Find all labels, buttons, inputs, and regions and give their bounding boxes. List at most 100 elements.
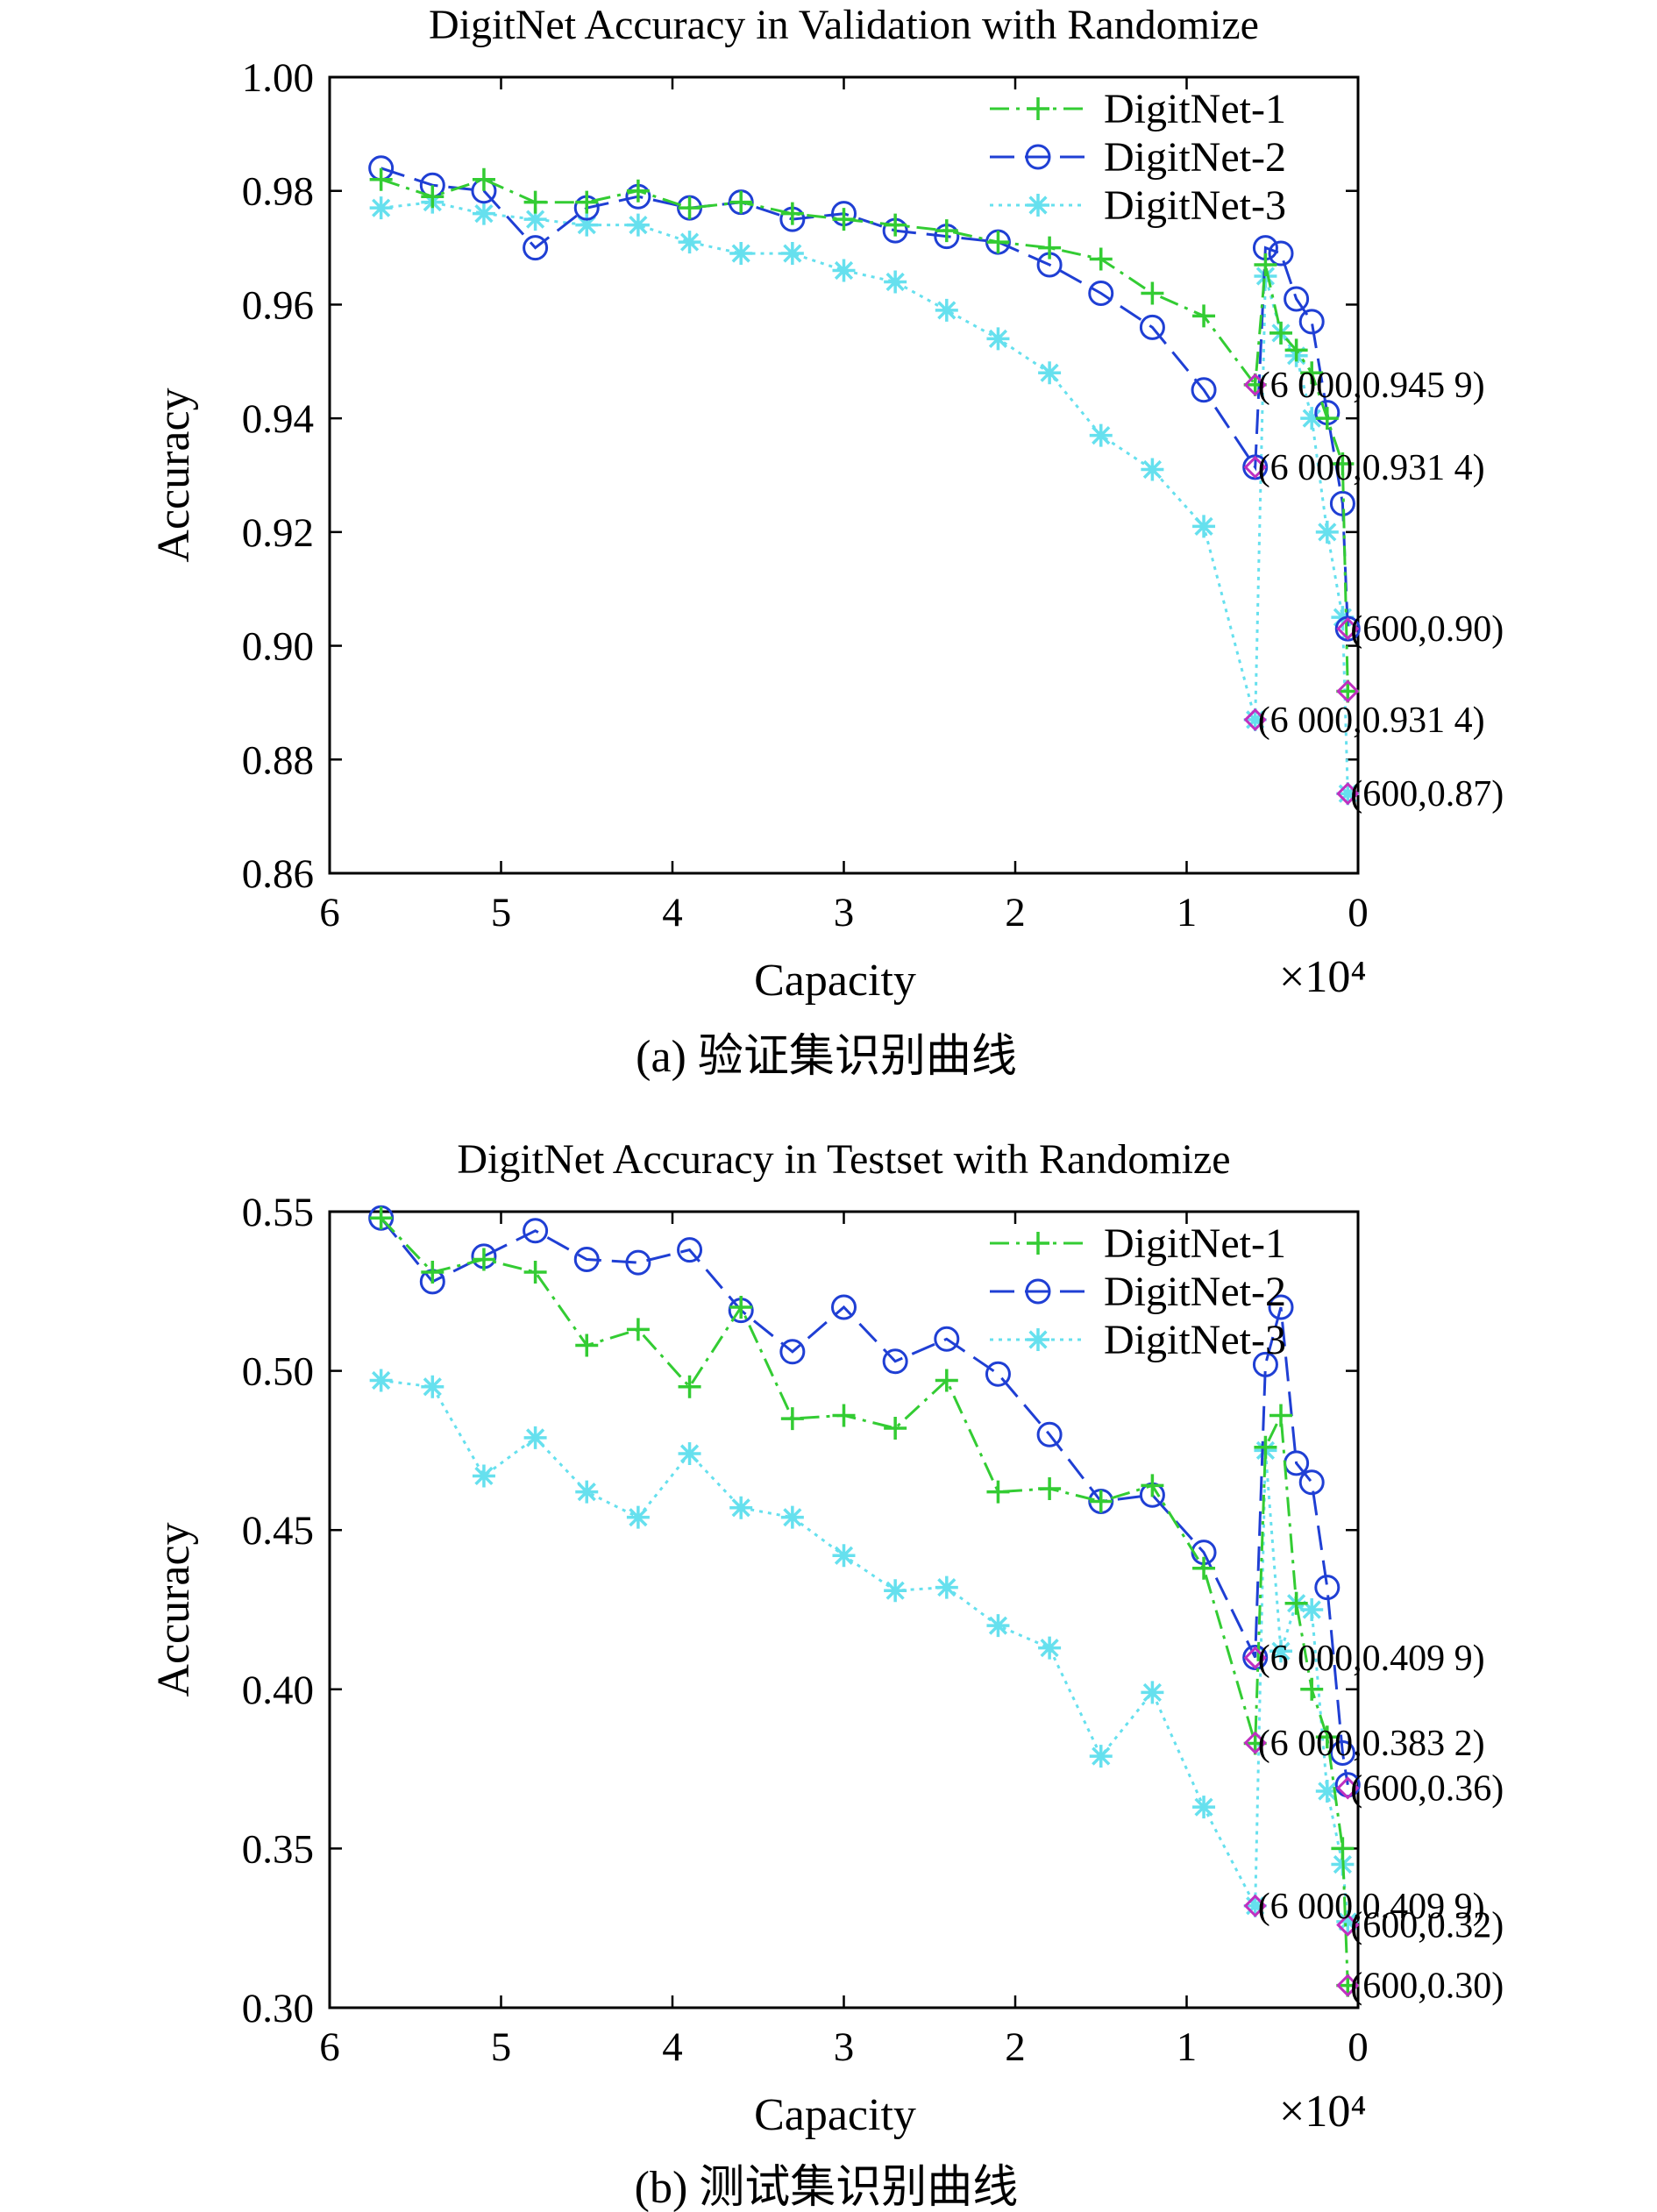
data-point-digitnet-2 [985,1361,1011,1387]
data-point-digitnet-1 [1331,1837,1355,1860]
data-point-digitnet-2 [934,1326,960,1352]
data-point-digitnet-1 [1089,1490,1113,1513]
data-point-digitnet-1 [1269,321,1293,345]
y-tick-label: 0.30 [242,1986,314,2031]
highlight-marker [1243,373,1267,396]
data-point-digitnet-3 [369,196,393,220]
legend-label: DigitNet-2 [1104,1269,1286,1315]
data-point-digitnet-1 [1243,373,1267,396]
data-point-digitnet-1 [1192,304,1216,328]
highlight-points [1243,373,1360,806]
x-tick-label: 5 [491,890,512,935]
legend-marker-digitnet-1 [1027,97,1049,120]
y-tick-label: 0.35 [242,1826,314,1872]
figure-caption: (a) 验证集识别曲线 [636,1032,1017,1082]
data-point-digitnet-1 [1089,247,1113,271]
y-tick-label: 0.90 [242,624,314,670]
data-point-digitnet-3 [575,213,599,237]
x-tick-label: 3 [834,890,855,935]
data-point-digitnet-1 [421,185,444,209]
data-point-digitnet-3 [729,242,753,266]
data-point-digitnet-1 [935,1369,958,1392]
point-annotation: (600,0.30) [1350,1967,1504,2007]
data-point-digitnet-3 [986,327,1010,351]
data-point-digitnet-2 [1268,1294,1294,1320]
data-point-digitnet-1 [1038,1476,1062,1500]
data-point-digitnet-1 [575,190,599,214]
point-annotation: (6 000,0.945 9) [1258,366,1485,406]
data-point-digitnet-3 [1038,1636,1062,1660]
data-point-digitnet-3 [1315,520,1339,544]
data-point-digitnet-3 [1300,407,1324,430]
point-annotation: (600,0.36) [1350,1768,1504,1809]
point-annotation: (600,0.32) [1350,1906,1504,1946]
y-ticks: 0.30 0.35 0.40 0.45 0.50 0.55 [242,1190,1358,2031]
data-point-digitnet-3 [1089,423,1113,447]
point-annotation: (6 000,0.383 2) [1258,1724,1485,1764]
y-tick-label: 0.50 [242,1349,314,1395]
data-point-digitnet-1 [1284,1591,1308,1615]
data-point-digitnet-3 [986,1614,1010,1638]
data-point-digitnet-1 [1141,281,1164,305]
data-point-digitnet-1 [626,179,650,203]
y-tick-label: 1.00 [242,55,314,101]
legend-marker-digitnet-3 [1027,194,1049,217]
annotations: (6 000,0.409 9) (6 000,0.383 2)(600,0.36)… [1258,1639,1504,2007]
point-annotation: (6 000,0.409 9) [1258,1887,1485,1927]
legend-label: DigitNet-2 [1104,134,1286,181]
highlight-points [1243,1646,1360,1997]
data-point-digitnet-1 [1038,236,1062,260]
y-tick-label: 0.45 [242,1508,314,1554]
highlight-marker [1336,616,1360,641]
legend-marker-digitnet-1 [1027,1232,1049,1255]
point-annotation: (6 000,0.409 9) [1258,1639,1485,1679]
data-point-digitnet-1 [729,1295,753,1319]
data-point-digitnet-3 [369,1369,393,1392]
data-point-digitnet-1 [729,190,753,214]
data-point-digitnet-1 [575,1334,599,1357]
chart-panel-a: DigitNet Accuracy in Validation with Ran… [149,2,1504,1082]
data-point-digitnet-2 [1314,1575,1341,1601]
data-point-digitnet-1 [1315,1725,1339,1749]
y-tick-label: 0.94 [242,396,314,442]
highlight-marker [1243,455,1267,480]
series-line-digitnet-2 [380,167,1349,629]
data-point-digitnet-3 [1243,1894,1267,1917]
x-ticks: 6 5 4 3 2 1 0 [319,77,1369,935]
data-point-digitnet-3 [1336,1910,1360,1933]
data-point-digitnet-2 [1191,377,1217,403]
data-point-digitnet-2 [523,235,549,261]
data-point-digitnet-1 [1192,1556,1216,1580]
data-point-digitnet-2 [1284,286,1310,312]
data-point-digitnet-2 [677,1237,703,1263]
data-point-digitnet-2 [625,1249,651,1276]
point-annotation: (6 000,0.931 4) [1258,448,1485,488]
data-point-digitnet-1 [935,219,958,243]
data-point-digitnet-1 [472,167,495,191]
data-point-digitnet-2 [1139,314,1165,340]
legend-marker-digitnet-2 [1025,1278,1051,1305]
data-point-digitnet-1 [523,190,547,214]
data-point-digitnet-2 [1036,1421,1063,1447]
data-point-digitnet-3 [472,202,495,225]
point-annotation: (600,0.87) [1350,774,1504,814]
data-point-digitnet-3 [729,1496,753,1519]
data-point-digitnet-3 [884,270,907,294]
data-point-digitnet-1 [678,1375,701,1398]
data-point-digitnet-3 [421,1375,444,1398]
data-point-digitnet-1 [1284,338,1308,362]
data-point-digitnet-2 [1088,280,1114,306]
x-tick-label: 1 [1177,2024,1198,2070]
data-point-digitnet-2 [831,1294,857,1320]
data-point-digitnet-3 [1336,782,1360,806]
series-line-digitnet-3 [380,1379,1349,1923]
x-axis-label: Capacity [754,956,916,1006]
x-tick-label: 6 [319,2024,340,2070]
y-axis-label: Accuracy [149,1522,199,1696]
chart-title: DigitNet Accuracy in Testset with Random… [457,1136,1230,1183]
highlight-marker [1336,782,1360,806]
data-point-digitnet-3 [1269,1639,1293,1663]
data-point-digitnet-3 [935,298,958,322]
data-point-digitnet-1 [884,1416,907,1440]
